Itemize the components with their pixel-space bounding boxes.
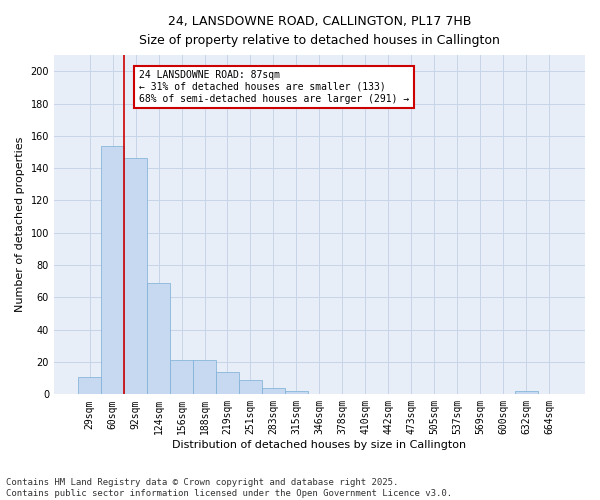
Bar <box>239 380 262 394</box>
Bar <box>78 376 101 394</box>
Y-axis label: Number of detached properties: Number of detached properties <box>15 137 25 312</box>
Bar <box>101 146 124 394</box>
Title: 24, LANSDOWNE ROAD, CALLINGTON, PL17 7HB
Size of property relative to detached h: 24, LANSDOWNE ROAD, CALLINGTON, PL17 7HB… <box>139 15 500 47</box>
Text: 24 LANSDOWNE ROAD: 87sqm
← 31% of detached houses are smaller (133)
68% of semi-: 24 LANSDOWNE ROAD: 87sqm ← 31% of detach… <box>139 70 409 104</box>
Bar <box>515 391 538 394</box>
Bar <box>124 158 147 394</box>
Text: Contains HM Land Registry data © Crown copyright and database right 2025.
Contai: Contains HM Land Registry data © Crown c… <box>6 478 452 498</box>
Bar <box>170 360 193 394</box>
Bar <box>216 372 239 394</box>
Bar <box>285 391 308 394</box>
X-axis label: Distribution of detached houses by size in Callington: Distribution of detached houses by size … <box>172 440 467 450</box>
Bar <box>147 283 170 395</box>
Bar <box>193 360 216 394</box>
Bar <box>262 388 285 394</box>
